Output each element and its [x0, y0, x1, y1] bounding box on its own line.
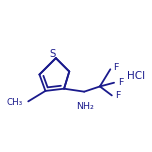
Text: CH₃: CH₃ — [6, 98, 22, 107]
Text: F: F — [113, 63, 118, 72]
Text: S: S — [49, 49, 55, 59]
Text: NH₂: NH₂ — [76, 102, 94, 111]
Text: F: F — [116, 91, 121, 100]
Text: HCl: HCl — [127, 71, 145, 81]
Text: F: F — [118, 78, 123, 87]
